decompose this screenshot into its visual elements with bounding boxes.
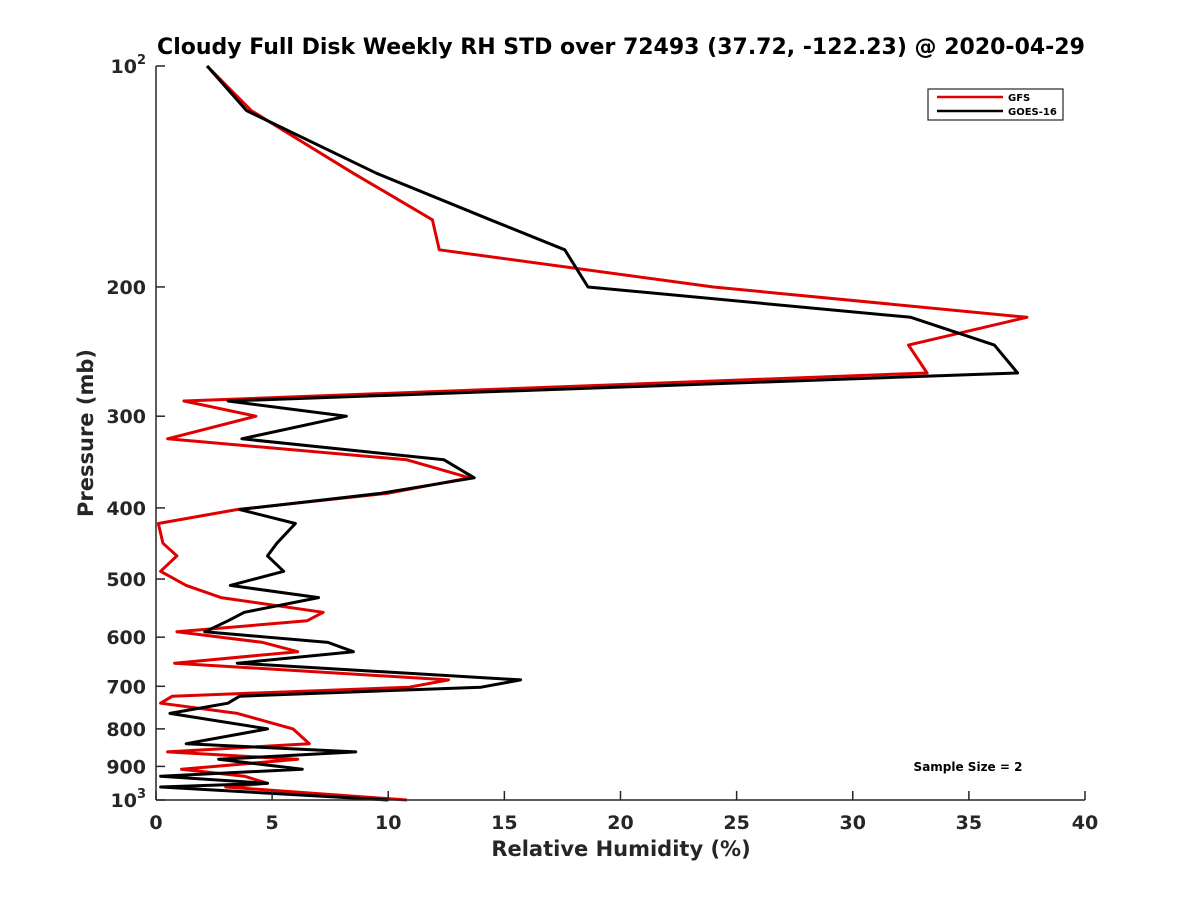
series-line-goes-16	[159, 65, 1020, 802]
series-layer	[156, 64, 1029, 802]
x-tick-label: 5	[266, 812, 279, 834]
legend-label-goes16: GOES-16	[1008, 107, 1057, 118]
y-tick-label: 200	[106, 277, 146, 299]
y-tick-label: 900	[106, 756, 146, 778]
y-tick-label: 103	[111, 787, 147, 812]
x-tick-label: 10	[375, 812, 401, 834]
y-tick-label: 400	[106, 498, 146, 520]
legend-label-gfs: GFS	[1008, 93, 1030, 104]
y-tick-label: 102	[111, 53, 147, 78]
x-axis-label: Relative Humidity (%)	[491, 837, 750, 861]
x-ticks: 0 5 10 15 20 25 30 35 40	[149, 791, 1098, 834]
legend-box	[927, 88, 1064, 121]
x-tick-label: 40	[1072, 812, 1098, 834]
y-tick-label: 300	[106, 406, 146, 428]
legend: GFS GOES-16	[927, 88, 1064, 121]
chart-title: Cloudy Full Disk Weekly RH STD over 7249…	[157, 35, 1085, 60]
x-tick-label: 0	[149, 812, 162, 834]
y-tick-label: 500	[106, 569, 146, 591]
y-tick-label: 800	[106, 719, 146, 741]
y-axis-label: Pressure (mb)	[74, 349, 98, 517]
y-tick-label: 600	[106, 627, 146, 649]
x-tick-label: 20	[607, 812, 633, 834]
x-tick-label: 30	[840, 812, 866, 834]
series-line-gfs	[156, 64, 1029, 802]
x-tick-label: 35	[956, 812, 982, 834]
y-tick-label: 700	[106, 676, 146, 698]
sample-size-note: Sample Size = 2	[914, 760, 1023, 774]
x-tick-label: 15	[491, 812, 517, 834]
y-ticks: 102 200 300 400 500 600 700 800 900 103	[106, 53, 165, 812]
x-tick-label: 25	[723, 812, 749, 834]
